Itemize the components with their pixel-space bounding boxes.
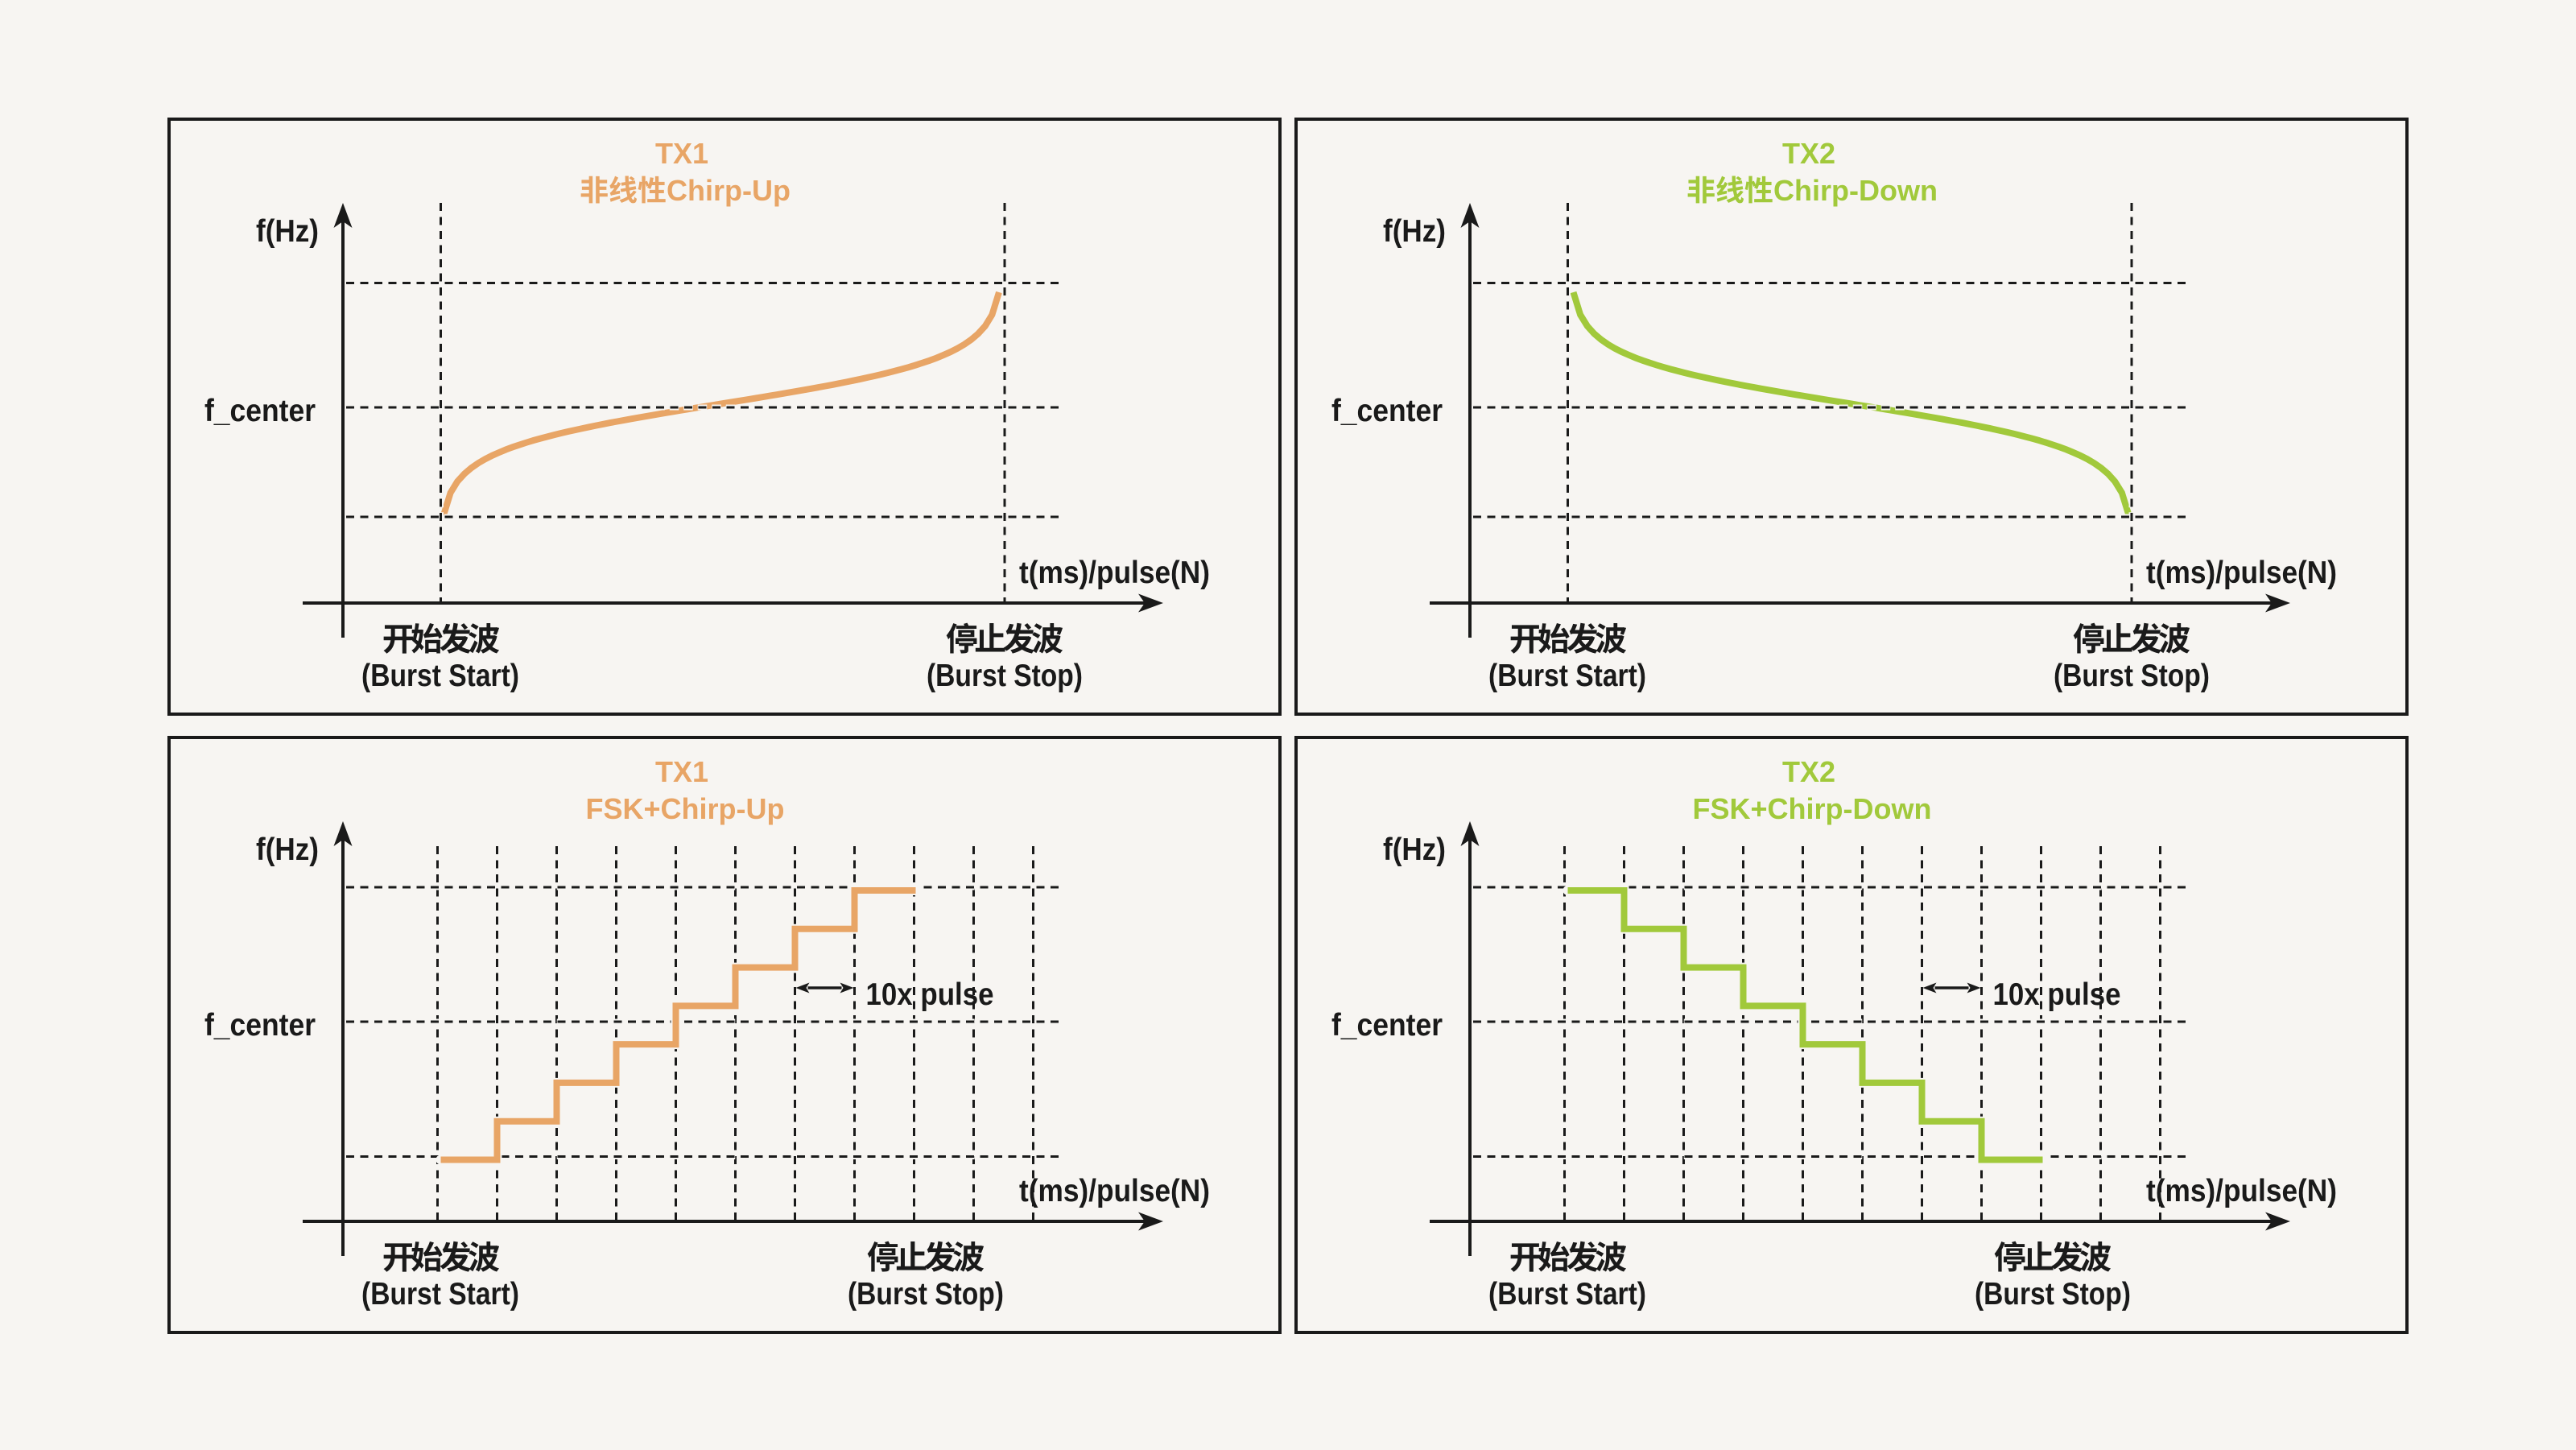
- svg-text:FSK+Chirp-Down: FSK+Chirp-Down: [1693, 792, 1932, 825]
- svg-text:(Burst Stop): (Burst Stop): [848, 1277, 1004, 1312]
- svg-text:t(ms)/pulse(N): t(ms)/pulse(N): [1019, 1174, 1210, 1208]
- svg-text:(Burst Start): (Burst Start): [361, 659, 519, 693]
- svg-text:(Burst Start): (Burst Start): [1488, 1277, 1646, 1312]
- svg-text:TX2: TX2: [1782, 755, 1835, 788]
- svg-text:(Burst Start): (Burst Start): [361, 1277, 519, 1312]
- svg-text:t(ms)/pulse(N): t(ms)/pulse(N): [2146, 556, 2337, 590]
- svg-text:t(ms)/pulse(N): t(ms)/pulse(N): [2146, 1174, 2337, 1208]
- svg-text:f(Hz): f(Hz): [1383, 832, 1446, 867]
- svg-text:f_center: f_center: [1331, 1008, 1443, 1043]
- svg-text:10x pulse: 10x pulse: [1993, 977, 2121, 1012]
- svg-text:TX1: TX1: [655, 755, 708, 788]
- svg-text:(Burst Stop): (Burst Stop): [2054, 659, 2210, 693]
- svg-text:f(Hz): f(Hz): [256, 832, 319, 867]
- svg-text:f_center: f_center: [204, 1008, 316, 1043]
- svg-text:(Burst Stop): (Burst Stop): [927, 659, 1083, 693]
- svg-text:(Burst Stop): (Burst Stop): [1975, 1277, 2131, 1312]
- svg-text:Chirp-Down: Chirp-Down: [1773, 174, 1938, 207]
- svg-text:TX2: TX2: [1782, 137, 1835, 170]
- svg-text:10x pulse: 10x pulse: [866, 977, 994, 1012]
- svg-text:f(Hz): f(Hz): [1383, 214, 1446, 249]
- svg-text:f_center: f_center: [204, 394, 316, 428]
- svg-text:t(ms)/pulse(N): t(ms)/pulse(N): [1019, 556, 1210, 590]
- svg-text:f_center: f_center: [1331, 394, 1443, 428]
- svg-text:(Burst Start): (Burst Start): [1488, 659, 1646, 693]
- svg-text:Chirp-Up: Chirp-Up: [667, 174, 791, 207]
- svg-text:TX1: TX1: [655, 137, 708, 170]
- svg-text:f(Hz): f(Hz): [256, 214, 319, 249]
- svg-text:FSK+Chirp-Up: FSK+Chirp-Up: [586, 792, 785, 825]
